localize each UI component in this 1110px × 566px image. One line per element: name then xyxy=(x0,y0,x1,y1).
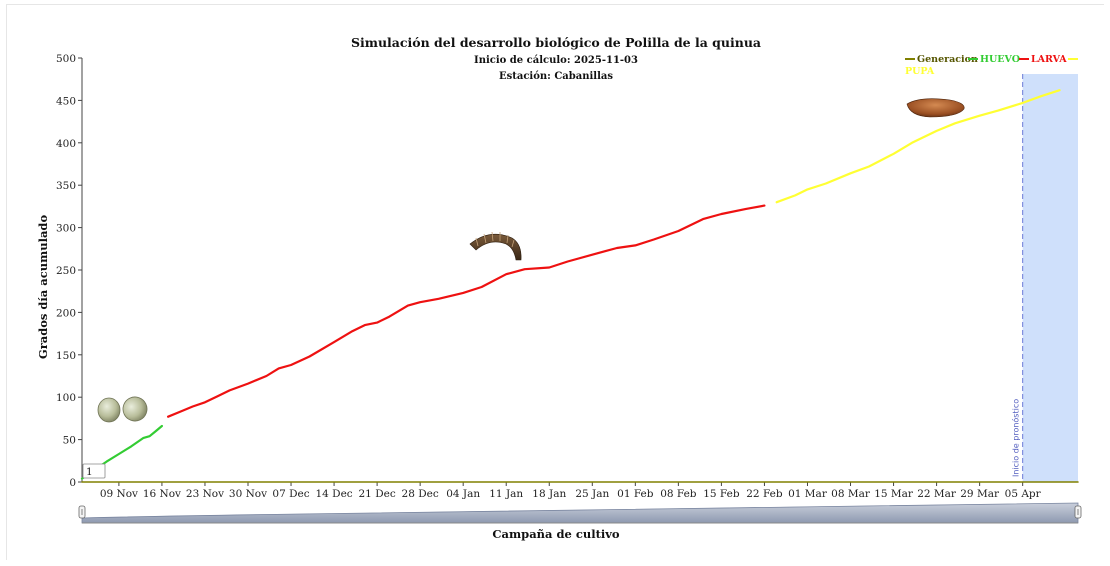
legend-label-larva[interactable]: LARVA xyxy=(1031,54,1067,65)
x-tick-label-11: 25 Jan xyxy=(575,488,609,500)
legend-label-generacion[interactable]: Generacion xyxy=(917,54,978,65)
x-tick-label-21: 05 Apr xyxy=(1005,488,1042,500)
y-tick-label-250: 250 xyxy=(56,265,76,277)
x-tick-label-1: 16 Nov xyxy=(143,488,181,500)
x-tick-label-2: 23 Nov xyxy=(186,488,224,500)
generation-marker[interactable]: 1 xyxy=(82,463,106,479)
y-tick-label-300: 300 xyxy=(56,223,76,235)
range-navigator[interactable] xyxy=(78,502,1082,524)
x-tick-label-8: 04 Jan xyxy=(446,488,480,500)
y-tick-label-100: 100 xyxy=(56,392,76,404)
x-tick-label-16: 01 Mar xyxy=(788,488,828,500)
y-tick-label-50: 50 xyxy=(63,435,76,447)
chart-subtitle-1: Inicio de cálculo: 2025-11-03 xyxy=(474,55,638,66)
legend-label-pupa[interactable]: PUPA xyxy=(905,66,935,77)
y-ticks: 0 50 100 150 200 250 300 350 400 450 500 xyxy=(56,53,82,489)
x-tick-label-3: 30 Nov xyxy=(229,488,267,500)
x-tick-label-0: 09 Nov xyxy=(100,488,138,500)
x-tick-label-10: 18 Jan xyxy=(532,488,566,500)
y-tick-label-400: 400 xyxy=(56,138,76,150)
y-axis-title: Grados día acumulado xyxy=(36,215,50,360)
legend: Generacion HUEVO LARVA PUPA xyxy=(905,54,1078,77)
x-tick-label-12: 01 Feb xyxy=(617,488,654,500)
generation-marker-box xyxy=(82,463,106,479)
x-tick-label-7: 28 Dec xyxy=(402,488,439,500)
forecast-region xyxy=(1022,74,1078,482)
x-tick-label-9: 11 Jan xyxy=(489,488,523,500)
x-tick-label-20: 29 Mar xyxy=(960,488,1000,500)
x-tick-label-14: 15 Feb xyxy=(703,488,740,500)
x-tick-label-13: 08 Feb xyxy=(660,488,697,500)
x-tick-label-5: 14 Dec xyxy=(315,488,352,500)
x-tick-label-15: 22 Feb xyxy=(746,488,783,500)
x-tick-label-4: 07 Dec xyxy=(272,488,309,500)
y-tick-label-0: 0 xyxy=(69,477,76,489)
x-tick-label-19: 22 Mar xyxy=(917,488,957,500)
x-tick-label-6: 21 Dec xyxy=(359,488,396,500)
x-tick-label-17: 08 Mar xyxy=(831,488,871,500)
series-line-larva[interactable] xyxy=(167,204,766,418)
egg-image xyxy=(97,396,148,423)
chart-frame xyxy=(6,4,1104,560)
series-line-pupa[interactable] xyxy=(775,89,1061,204)
forecast-label: Inicio de pronóstico xyxy=(1011,399,1021,477)
chart-subtitle-2: Estación: Cabanillas xyxy=(499,71,613,82)
y-tick-label-350: 350 xyxy=(56,180,76,192)
pupa-image xyxy=(906,98,965,118)
chart-title: Simulación del desarrollo biológico de P… xyxy=(351,35,761,50)
legend-label-huevo[interactable]: HUEVO xyxy=(980,54,1020,65)
y-tick-label-500: 500 xyxy=(56,53,76,65)
x-axis-title: Campaña de cultivo xyxy=(492,527,620,541)
y-tick-label-450: 450 xyxy=(56,95,76,107)
larva-image xyxy=(469,231,522,261)
x-ticks: 09 Nov 16 Nov 23 Nov 30 Nov 07 Dec 14 Dec 21 D… xyxy=(100,482,1042,500)
axes xyxy=(81,58,1078,483)
generation-marker-text: 1 xyxy=(86,466,93,478)
series-group xyxy=(80,89,1079,483)
navigator-area xyxy=(81,502,1079,524)
x-tick-label-18: 15 Mar xyxy=(874,488,914,500)
y-tick-label-150: 150 xyxy=(56,350,76,362)
y-tick-label-200: 200 xyxy=(56,307,76,319)
